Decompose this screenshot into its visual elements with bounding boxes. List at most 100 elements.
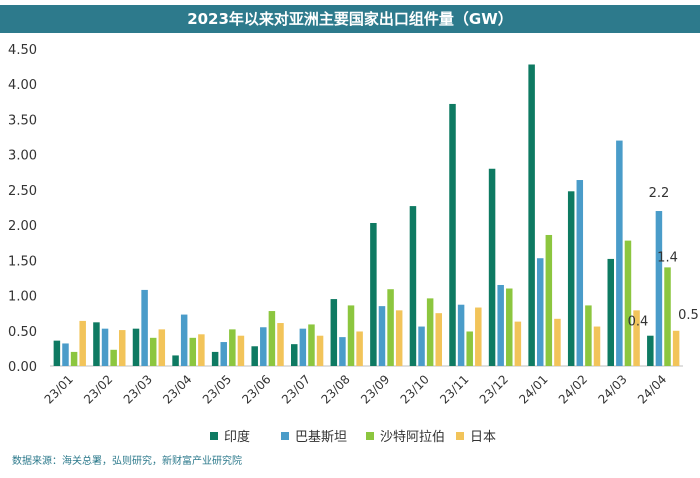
y-tick-label: 0.00 [8,360,37,375]
bar-23-03-series-1 [141,289,148,366]
bar-23-09-series-1 [378,306,386,366]
bar-23-07-series-2 [308,324,315,366]
y-tick-label: 3.50 [8,113,37,128]
data-label: 2.2 [649,186,670,201]
data-label: 0.4 [628,315,649,330]
bar-23-04-series-1 [180,314,188,366]
y-tick-label: 3.00 [8,149,37,164]
bar-23-03-series-2 [149,337,157,366]
bar-23-02-series-0 [93,322,100,366]
bar-23-04-series-2 [189,337,197,366]
data-label: 1.4 [657,250,678,265]
bar-23-12-series-1 [497,284,504,366]
bar-23-01-series-0 [53,340,61,366]
bar-23-08-series-3 [356,331,363,366]
legend-swatch-3 [456,432,464,440]
bar-23-05-series-3 [237,335,245,366]
bar-23-04-series-0 [172,355,179,366]
bar-23-07-series-1 [299,328,307,366]
bar-23-07-series-0 [291,344,298,366]
bar-24-04-series-3 [672,330,680,366]
x-tick-label: 23/02 [81,372,115,406]
bar-23-10-series-2 [426,298,434,366]
y-tick-label: 2.50 [8,184,37,199]
bar-23-06-series-0 [251,346,258,366]
bar-24-03-series-0 [607,258,615,366]
data-source: 数据来源：海关总署，弘则研究，新财富产业研究院 [12,456,242,467]
chart-title: 2023年以来对亚洲主要国家出口组件量（GW） [187,10,513,28]
data-label: 0.5 [678,308,699,323]
x-tick-label: 23/06 [239,372,273,406]
bar-24-02-series-0 [567,191,575,366]
bar-23-06-series-2 [268,311,276,366]
y-tick-label: 1.50 [8,254,37,269]
bar-23-08-series-1 [339,337,346,366]
legend-swatch-2 [366,432,374,440]
bar-24-01-series-3 [554,318,561,366]
y-tick-label: 2.00 [8,219,37,234]
x-tick-label: 23/11 [437,372,471,406]
bar-24-03-series-2 [624,240,632,366]
bar-23-05-series-1 [220,342,227,366]
legend-label: 印度 [224,429,250,445]
bar-24-02-series-1 [576,180,584,366]
bar-chart: 0.00 0.50 1.00 1.50 2.00 2.50 3.00 3.50 4.00 4.50… [8,43,699,445]
bar-23-02-series-3 [118,330,126,366]
bar-23-08-series-2 [347,305,355,366]
bar-23-10-series-0 [409,206,417,366]
bar-23-10-series-3 [435,313,442,366]
bar-23-02-series-2 [110,349,117,366]
title-bar: 2023年以来对亚洲主要国家出口组件量（GW） [0,5,700,33]
bar-23-09-series-2 [387,289,394,366]
x-tick-label: 23/05 [200,372,234,406]
bar-23-06-series-3 [277,323,284,366]
bar-23-03-series-0 [132,328,140,366]
x-tick-label: 23/08 [318,372,352,406]
x-tick-label: 24/01 [516,372,550,406]
legend-label: 沙特阿拉伯 [380,430,445,445]
bar-23-12-series-3 [514,321,522,366]
bar-23-12-series-0 [488,168,496,366]
x-tick-label: 23/03 [121,372,155,406]
y-tick-label: 0.50 [8,325,37,340]
y-tick-label: 4.50 [8,43,37,58]
legend-label: 日本 [470,430,496,445]
bar-23-11-series-0 [449,103,456,367]
bar-24-01-series-1 [536,258,544,366]
legend-swatch-0 [210,432,218,440]
bar-23-09-series-3 [395,310,403,366]
bar-24-04-series-2 [664,267,671,366]
bar-23-04-series-3 [198,334,205,366]
x-tick-label: 24/04 [635,372,669,406]
bar-23-03-series-3 [158,329,166,366]
bar-23-09-series-0 [370,222,377,366]
x-tick-label: 24/03 [595,372,629,406]
bar-23-05-series-2 [229,329,236,366]
legend-swatch-1 [281,432,289,440]
bar-23-11-series-2 [466,331,473,366]
bar-23-06-series-1 [260,327,267,366]
bar-23-02-series-1 [101,328,109,366]
x-tick-label: 23/07 [279,372,313,406]
bar-24-04-series-0 [647,335,654,366]
bar-24-04-series-1 [655,211,663,366]
x-tick-label: 24/02 [556,372,590,406]
x-tick-label: 23/09 [358,372,392,406]
bar-23-07-series-3 [316,335,324,366]
legend-label: 巴基斯坦 [295,430,347,445]
y-tick-label: 4.00 [8,78,37,93]
x-tick-label: 23/01 [42,372,76,406]
y-tick-label: 1.00 [8,290,37,305]
bar-24-03-series-3 [633,310,640,366]
bar-23-12-series-2 [506,288,513,366]
bar-24-02-series-2 [585,305,592,366]
bar-24-03-series-1 [616,140,623,366]
bar-24-01-series-0 [528,64,535,367]
bar-23-01-series-2 [70,351,78,366]
bar-23-01-series-1 [62,343,69,366]
bar-24-01-series-2 [545,234,553,366]
x-tick-label: 23/12 [477,372,511,406]
bar-23-11-series-3 [475,307,482,366]
x-tick-label: 23/04 [160,372,194,406]
bar-23-08-series-0 [330,299,338,366]
